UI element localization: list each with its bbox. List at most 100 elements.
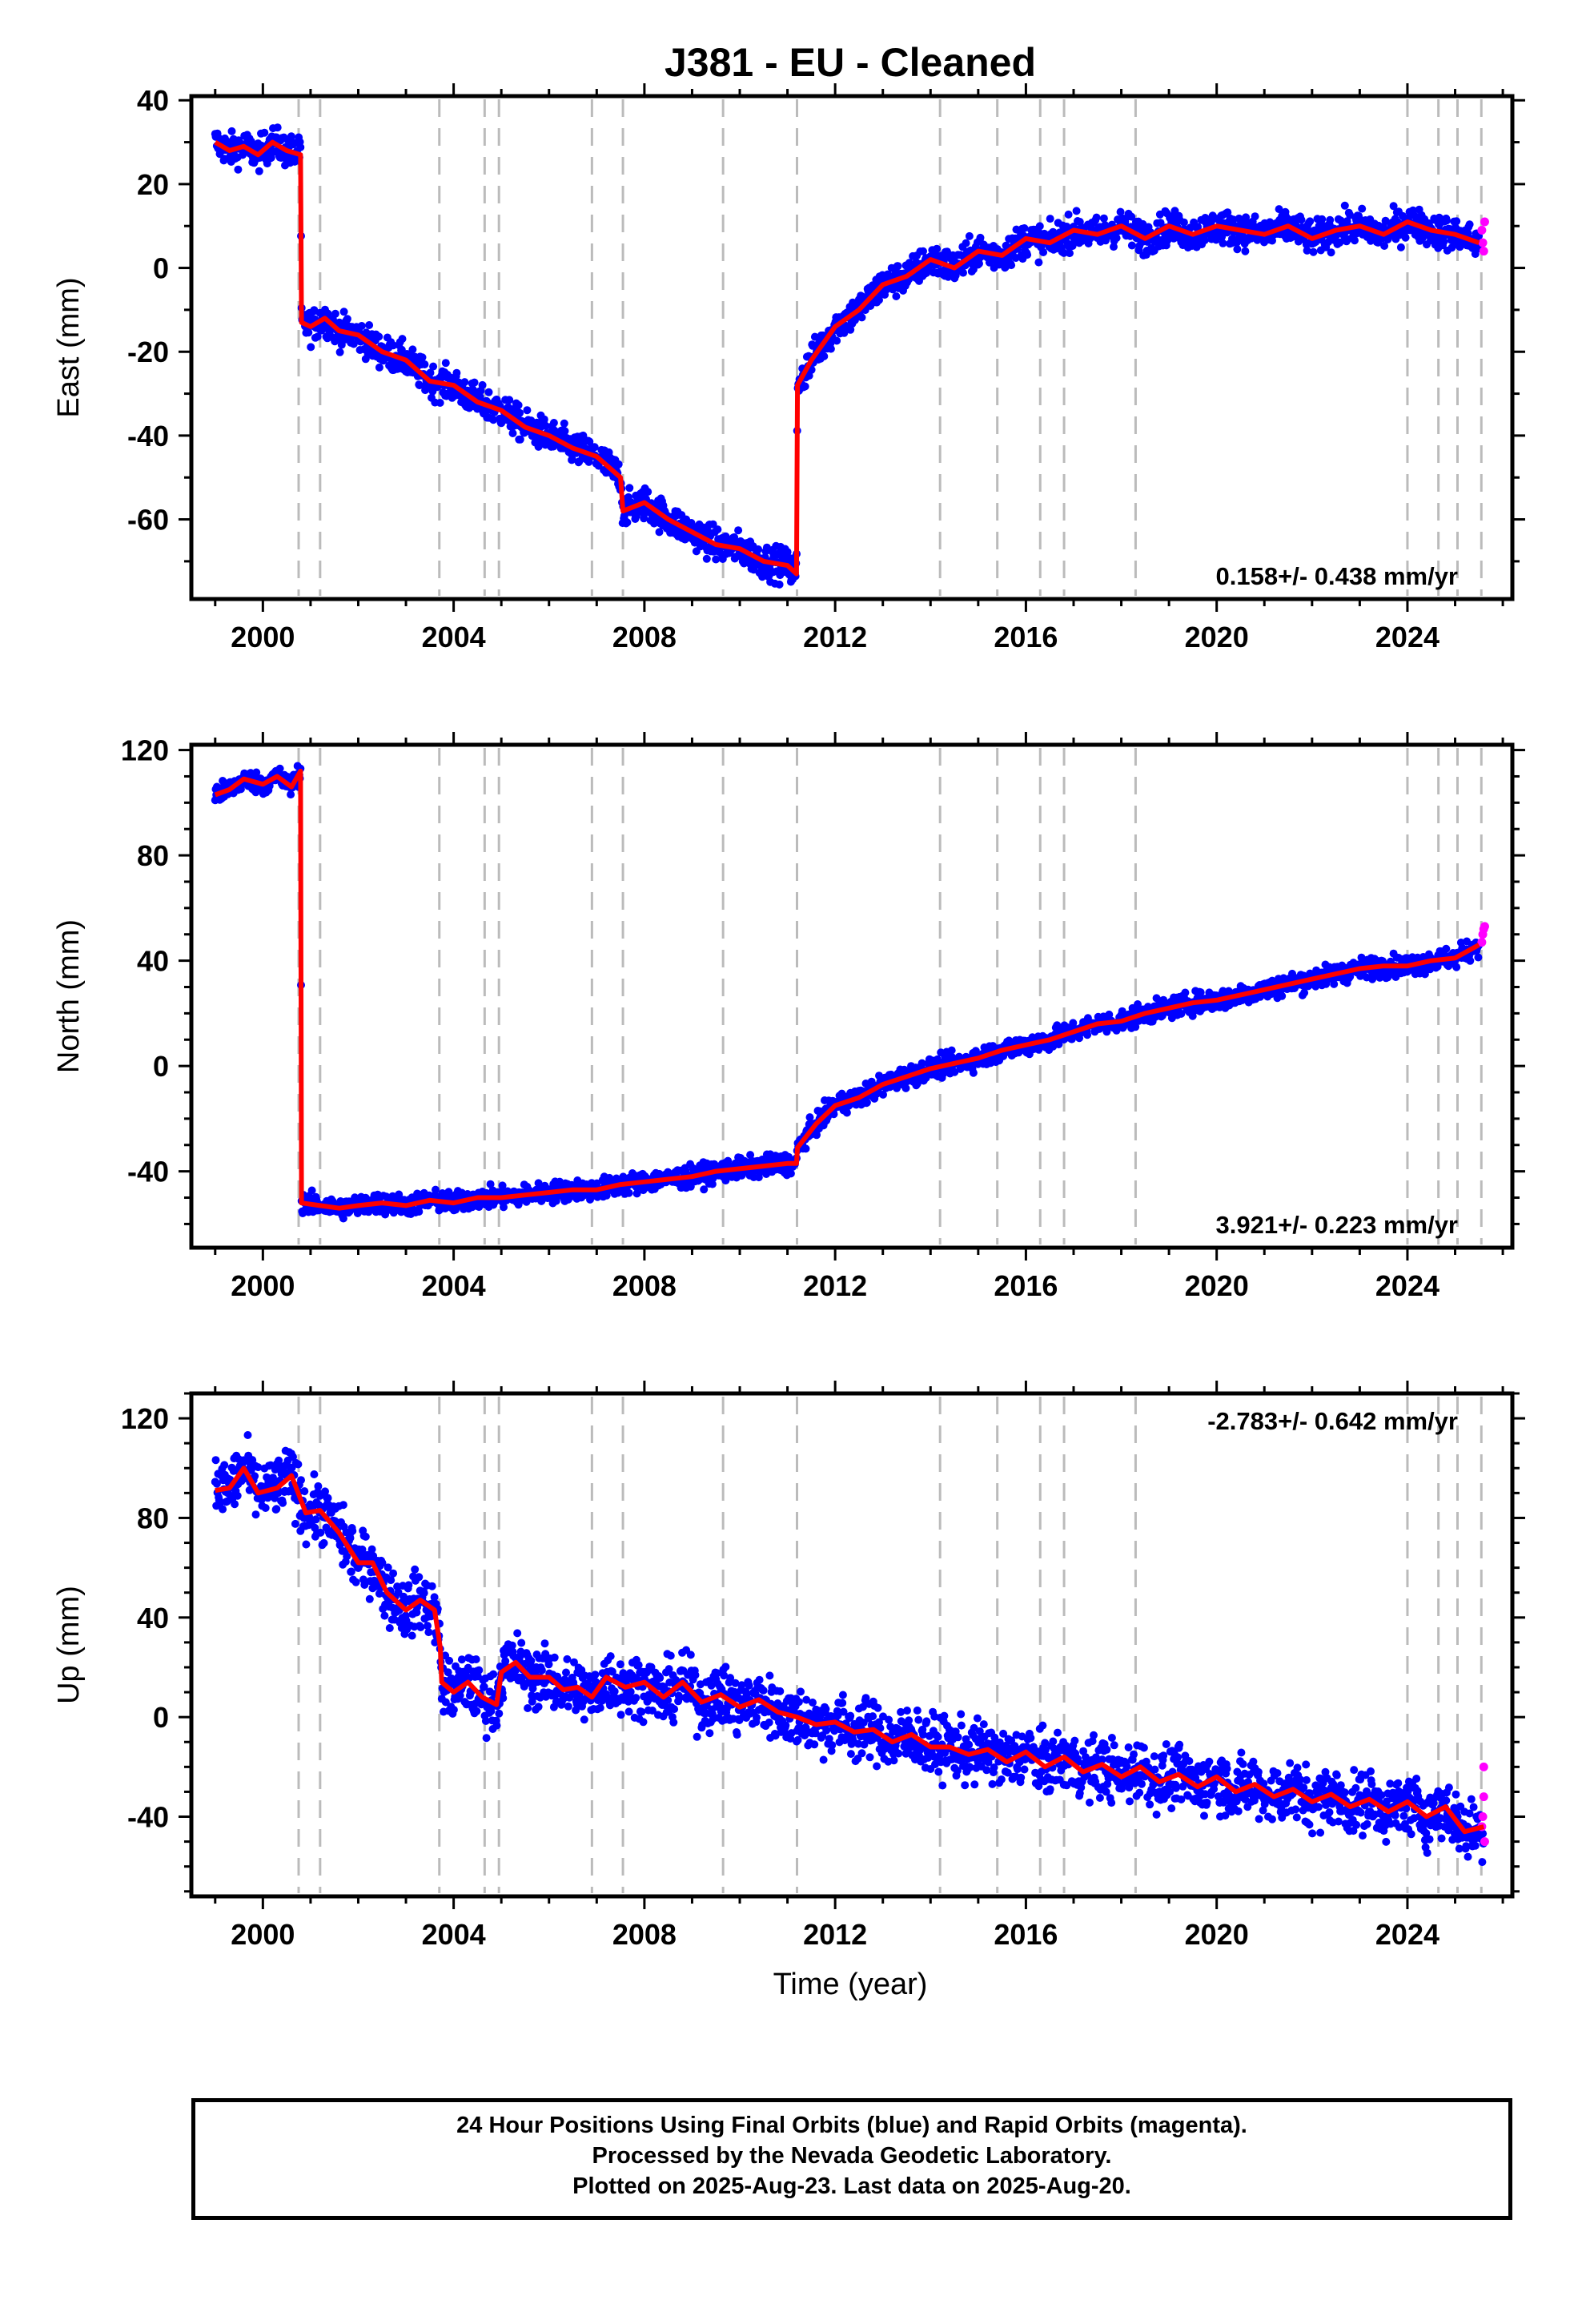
data-point — [1466, 956, 1475, 965]
data-point — [1464, 229, 1472, 238]
y-tick-label: 0 — [153, 252, 169, 285]
data-point — [523, 406, 532, 415]
data-point — [713, 525, 722, 534]
data-point — [429, 362, 438, 371]
data-point — [655, 528, 664, 537]
data-point — [311, 1515, 320, 1524]
data-point — [339, 308, 348, 316]
data-point — [893, 262, 902, 271]
data-point — [1297, 215, 1306, 224]
data-point — [625, 484, 634, 493]
east-frame — [189, 94, 1515, 601]
east-rate-label: 0.158+/- 0.438 mm/yr — [1216, 562, 1458, 590]
data-point — [810, 332, 819, 341]
data-point — [1447, 243, 1456, 252]
east-model-line — [214, 139, 1480, 577]
data-point — [389, 341, 398, 350]
north-final-orbit-points — [211, 762, 1484, 1223]
east-y-axis-label: East (mm) — [52, 277, 86, 417]
data-point — [505, 396, 514, 404]
data-point — [1064, 210, 1073, 219]
data-point — [590, 443, 599, 452]
data-point — [801, 1144, 810, 1153]
data-point — [486, 1180, 495, 1188]
data-point — [1092, 213, 1101, 222]
y-tick-label: 0 — [153, 1050, 169, 1083]
data-point — [721, 1176, 730, 1185]
data-point — [1110, 243, 1118, 251]
x-tick-label: 2024 — [1375, 1269, 1439, 1302]
x-tick-label: 2016 — [994, 621, 1058, 653]
data-point — [1116, 207, 1125, 216]
data-point — [775, 580, 784, 589]
data-point — [514, 400, 523, 409]
x-tick-label: 2020 — [1185, 621, 1249, 653]
data-point — [1326, 215, 1335, 224]
data-point — [279, 1498, 287, 1507]
data-point — [1072, 207, 1081, 215]
x-tick-label: 2012 — [803, 1269, 867, 1302]
data-point — [231, 1500, 239, 1509]
data-point — [700, 1185, 709, 1194]
data-point — [261, 1504, 270, 1512]
x-tick-label: 2008 — [612, 1269, 677, 1302]
data-point — [1401, 233, 1410, 242]
data-point — [498, 1181, 507, 1190]
x-tick-label: 2020 — [1185, 1269, 1249, 1302]
data-point — [1241, 247, 1250, 255]
data-point — [1309, 247, 1318, 256]
y-tick-label: 80 — [137, 839, 169, 872]
data-point — [1465, 220, 1474, 229]
data-point — [1023, 251, 1032, 259]
data-point — [1099, 214, 1108, 223]
data-point — [1268, 236, 1276, 245]
data-point — [234, 165, 243, 174]
data-point — [962, 239, 970, 247]
data-point — [879, 1090, 887, 1099]
data-point — [273, 123, 282, 132]
data-point — [805, 1113, 814, 1122]
data-point — [331, 309, 339, 318]
data-point — [346, 1534, 355, 1542]
data-point — [294, 1460, 303, 1469]
data-point — [255, 167, 263, 175]
data-point — [1046, 215, 1054, 223]
data-point — [1278, 991, 1287, 1000]
x-tick-label: 2016 — [994, 1269, 1058, 1302]
data-point — [623, 518, 632, 527]
data-point — [1358, 204, 1367, 213]
data-point — [947, 1046, 956, 1055]
data-point — [220, 1461, 229, 1470]
data-point — [969, 1068, 978, 1077]
y-tick-label: 120 — [121, 734, 169, 767]
east-panel: 2000 2004 2008 2012 2016 2020 202440200-20-40-… — [52, 83, 1525, 653]
data-point — [460, 378, 469, 387]
data-point — [339, 1214, 347, 1223]
data-point — [297, 1476, 305, 1485]
data-point — [418, 353, 427, 362]
data-point — [1327, 248, 1335, 257]
data-point — [943, 247, 951, 256]
data-point — [441, 359, 450, 368]
data-point — [549, 419, 558, 427]
data-point — [833, 336, 841, 345]
data-point — [820, 352, 829, 360]
rapid-orbit-point — [1478, 238, 1488, 247]
data-point — [375, 363, 383, 372]
data-point — [857, 313, 866, 322]
data-point — [365, 321, 374, 329]
data-point — [862, 1098, 871, 1107]
data-point — [361, 1532, 370, 1541]
data-point — [219, 1505, 227, 1514]
data-point — [307, 1186, 316, 1195]
y-tick-label: -20 — [127, 336, 169, 368]
rapid-orbit-point — [1480, 217, 1489, 227]
data-point — [1443, 216, 1451, 225]
data-point — [476, 392, 484, 401]
data-point — [919, 247, 927, 255]
north-y-axis-label: North (mm) — [52, 919, 86, 1073]
data-point — [489, 416, 498, 424]
data-point — [560, 427, 569, 436]
data-point — [541, 422, 550, 430]
data-point — [602, 1191, 611, 1200]
